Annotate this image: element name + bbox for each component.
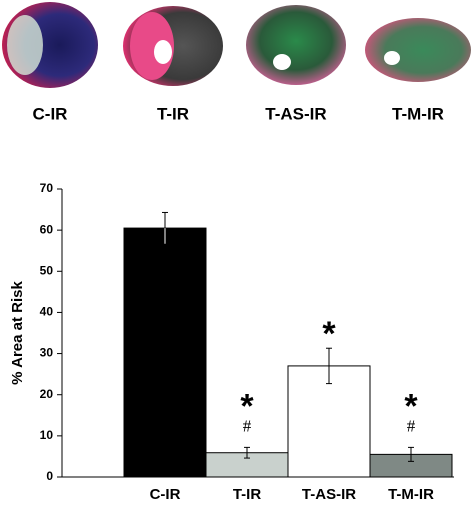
y-tick-label: 60 — [40, 222, 54, 236]
x-tick-label: C-IR — [150, 486, 181, 503]
heart-region — [7, 15, 43, 75]
x-tick-label: T-M-IR — [388, 486, 434, 503]
annotation: # — [243, 416, 252, 435]
y-axis-label: % Area at Risk — [9, 281, 26, 385]
heart-slice — [246, 5, 346, 85]
y-tick-label: 40 — [40, 305, 54, 319]
image-label: C-IR — [33, 104, 68, 123]
y-tick-label: 10 — [40, 428, 54, 442]
y-tick-label: 20 — [40, 387, 54, 401]
y-tick-label: 0 — [46, 469, 53, 483]
bar — [287, 365, 371, 478]
annotation: # — [407, 416, 416, 435]
image-label: T-IR — [157, 104, 189, 123]
y-tick-label: 70 — [40, 181, 54, 195]
heart-slice — [365, 18, 471, 82]
heart-cavity — [154, 40, 172, 64]
annotation: * — [322, 315, 336, 353]
heart-images — [2, 2, 471, 88]
annotation: * — [240, 387, 254, 425]
image-label: T-AS-IR — [265, 104, 326, 123]
heart-cavity — [384, 51, 400, 65]
x-tick-label: T-AS-IR — [302, 486, 356, 503]
heart-cavity — [273, 54, 291, 70]
y-tick-label: 50 — [40, 263, 54, 277]
image-label: T-M-IR — [392, 104, 444, 123]
bar — [123, 227, 207, 478]
y-tick-label: 30 — [40, 346, 54, 360]
annotation: * — [404, 387, 418, 425]
x-tick-label: T-IR — [233, 486, 261, 503]
